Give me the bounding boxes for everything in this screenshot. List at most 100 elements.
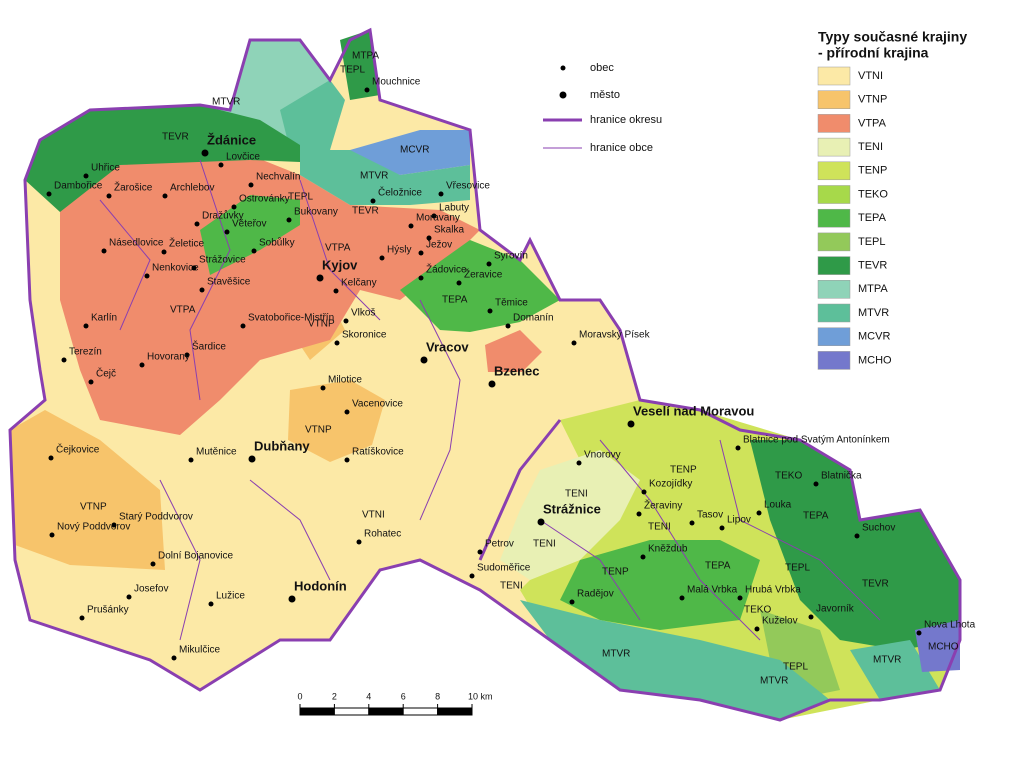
village-label: Dražůvky	[202, 210, 244, 222]
village-label: Labuty	[439, 203, 469, 214]
town-dot	[316, 274, 324, 282]
town-label: Kyjov	[322, 257, 358, 272]
village-label: Nechvalín	[256, 172, 300, 183]
zone-label: TEPL	[340, 65, 365, 76]
area	[300, 150, 470, 205]
village-dot	[679, 595, 685, 601]
town-label: Vracov	[426, 339, 469, 354]
area	[560, 540, 760, 630]
village-label: Nový Poddvorov	[57, 522, 130, 533]
village-dot	[505, 323, 511, 329]
village-label: Žádovice	[426, 263, 467, 276]
village-label: Dambořice	[54, 181, 103, 192]
legend-swatch	[817, 185, 851, 204]
village-dot	[139, 362, 145, 368]
village-dot	[334, 340, 340, 346]
village-dot	[188, 457, 194, 463]
village-label: Šardice	[192, 340, 226, 353]
zone-label: MTVR	[360, 171, 388, 182]
zone-label: MCVR	[400, 145, 429, 156]
village-label: Tasov	[697, 510, 723, 521]
legend-swatch	[817, 137, 851, 157]
town-dot	[537, 518, 545, 526]
village-dot	[737, 595, 743, 601]
village-dot	[808, 614, 814, 620]
area	[400, 240, 560, 332]
legend-swatch	[817, 66, 851, 86]
village-label: Vřesovice	[446, 181, 490, 192]
village-label: Skoronice	[342, 330, 387, 341]
legend-label: VTNP	[858, 94, 887, 106]
village-label: Terezín	[69, 347, 102, 358]
scale-label: 8	[435, 691, 440, 701]
scale-label: 6	[401, 691, 406, 701]
town-dot	[627, 420, 635, 428]
legend-label: TEPL	[858, 236, 886, 248]
village-label: Dolní Bojanovice	[158, 551, 233, 562]
zone-label: MTVR	[873, 655, 901, 666]
village-dot	[48, 455, 54, 461]
village-label: Svatobořice-Mistřín	[248, 313, 334, 324]
village-dot	[438, 191, 444, 197]
zone-label: TEVR	[862, 579, 889, 590]
village-label: Vnorovy	[584, 450, 621, 461]
zone-label: TENP	[602, 567, 629, 578]
town-label: Bzenec	[494, 363, 540, 378]
village-dot	[208, 601, 214, 607]
scale-segment	[402, 707, 439, 716]
legend-label: MCVR	[858, 331, 890, 343]
legend-label: TEPA	[858, 212, 887, 224]
zone-label: TENP	[670, 465, 697, 476]
zone-label: VTNI	[362, 510, 385, 521]
village-label: Násedlovice	[109, 238, 164, 249]
village-label: Želetice	[169, 237, 204, 250]
scale-segment	[368, 707, 404, 716]
village-dot	[636, 511, 642, 517]
village-dot	[191, 265, 197, 271]
village-dot	[431, 213, 437, 219]
village-label: Kuželov	[762, 616, 798, 627]
zone-label: TEPA	[803, 511, 829, 522]
area	[850, 640, 940, 700]
village-label: Skalka	[434, 225, 464, 236]
legend-label: VTPA	[858, 117, 887, 129]
village-dot	[150, 561, 156, 567]
scale-segment	[299, 707, 335, 716]
village-dot	[854, 533, 860, 539]
village-label: Těmice	[495, 298, 528, 309]
scale-label: 10 km	[468, 691, 493, 701]
village-dot	[418, 275, 424, 281]
village-dot	[916, 630, 922, 636]
village-label: Žarošice	[114, 181, 153, 194]
village-label: Mouchnice	[372, 77, 421, 88]
zone-label: VTPA	[170, 305, 196, 316]
labels: MTPA TEPL MTVR TEVR MCVR MTVR TEPL TEVR VTPA VTPA…	[46, 51, 976, 687]
town-dot	[201, 149, 209, 157]
village-label: Radějov	[577, 589, 614, 600]
village-dot	[689, 520, 695, 526]
village-dot	[477, 549, 483, 555]
district-border	[8, 27, 962, 722]
zone-label: TEPL	[785, 563, 810, 574]
village-label: Mutěnice	[196, 447, 237, 458]
scale-segment	[437, 707, 473, 716]
area	[500, 450, 640, 580]
village-label: Blatnička	[821, 471, 862, 482]
area	[10, 410, 165, 570]
village-label: Lužice	[216, 591, 245, 602]
village-label: Lovčice	[226, 152, 260, 163]
village-dot	[49, 532, 55, 538]
village-dot	[370, 198, 376, 204]
zone-label: TENI	[648, 522, 671, 533]
village-label: Josefov	[134, 584, 168, 595]
area	[340, 30, 380, 100]
legend-swatch	[817, 280, 851, 299]
area	[60, 155, 480, 435]
village-dot	[101, 248, 107, 254]
village-label: Karlín	[91, 313, 117, 324]
village-dot	[218, 162, 224, 168]
symbol-label: hranice obce	[590, 142, 653, 154]
area	[915, 620, 960, 672]
land-areas	[10, 30, 960, 720]
village-label: Blatnice pod Svatým Antonínkem	[743, 435, 890, 446]
